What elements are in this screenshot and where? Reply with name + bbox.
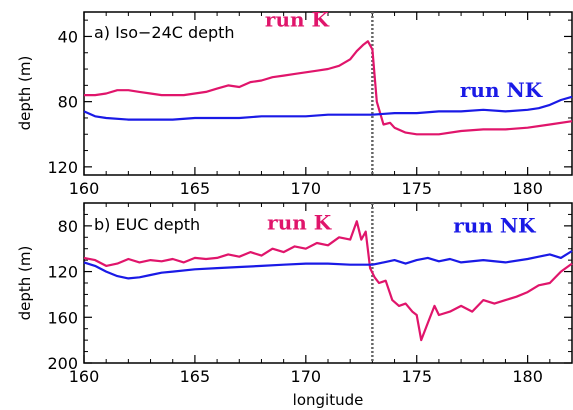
panel-title: a) Iso−24C depth (94, 23, 235, 42)
y-tick-label: 80 (58, 217, 78, 236)
y-tick-label: 120 (47, 263, 78, 282)
series-label-run-nk: run NK (453, 214, 536, 238)
x-tick-label: 165 (180, 367, 211, 386)
x-tick-label: 160 (69, 179, 100, 198)
series-label-run-k: run K (265, 7, 330, 31)
x-tick-label: 175 (401, 179, 432, 198)
series-line-run-nk (83, 95, 573, 121)
y-tick-label: 120 (47, 158, 78, 177)
panel-iso24c-depth: a) Iso−24C depth depth (m) 160 165 170 175 1… (16, 7, 573, 198)
x-tick-label: 180 (512, 179, 543, 198)
x-tick-label: 175 (401, 367, 432, 386)
series-line-run-k (83, 220, 573, 342)
y-tick-label: 40 (58, 27, 78, 46)
panel-euc-depth: b) EUC depth depth (m) longitude 160 165 1… (16, 202, 573, 409)
series-line-run-nk (83, 250, 573, 280)
y-tick-label: 160 (47, 308, 78, 327)
panel-title: b) EUC depth (94, 215, 200, 234)
x-axis-label: longitude (293, 391, 364, 409)
x-tick-label: 160 (69, 367, 100, 386)
x-tick-label: 180 (512, 367, 543, 386)
x-tick-label: 170 (291, 179, 322, 198)
y-tick-label: 80 (58, 93, 78, 112)
x-tick-label: 165 (180, 179, 211, 198)
series-label-run-k: run K (267, 210, 332, 234)
y-axis-label: depth (m) (16, 246, 34, 321)
series-layer: 160 165 170 175 180 40 80 120 run K run NK (47, 7, 573, 198)
y-tick-label: 200 (47, 354, 78, 373)
series-line-run-k (84, 40, 573, 136)
y-axis-label: depth (m) (16, 56, 34, 131)
series-label-run-nk: run NK (460, 78, 543, 102)
x-tick-label: 170 (291, 367, 322, 386)
